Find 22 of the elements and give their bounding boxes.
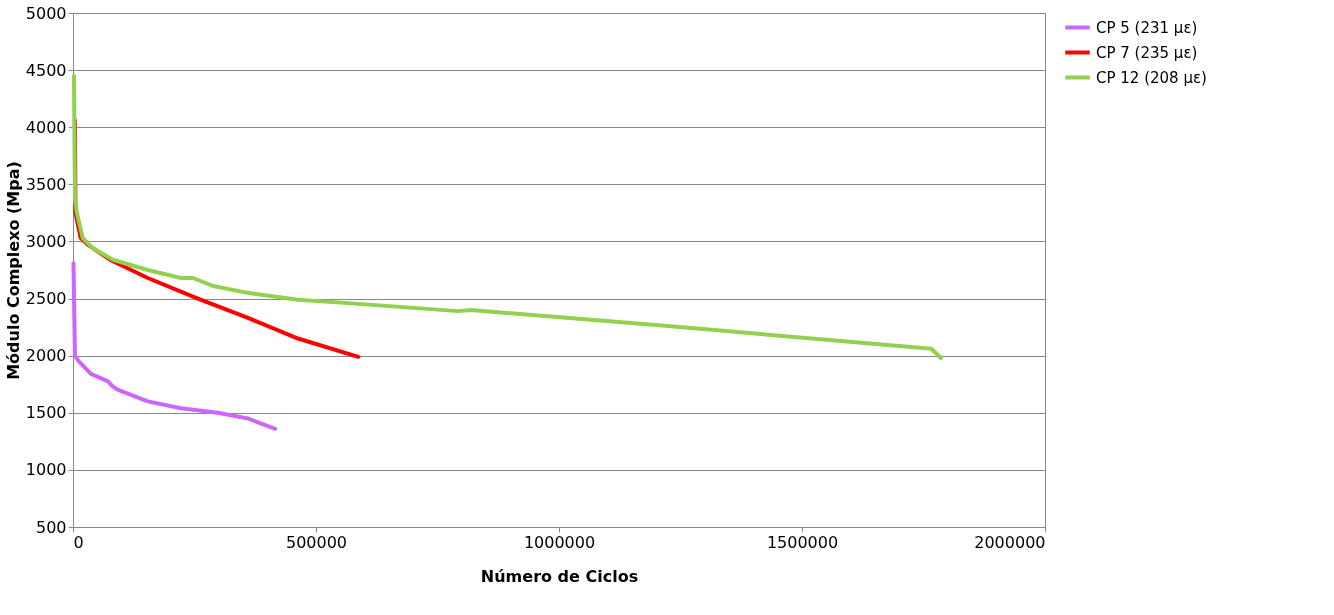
x-axis-title: Número de Ciclos <box>480 566 639 586</box>
y-tick-label: 500 <box>35 517 67 537</box>
x-tick-label: 0 <box>73 532 84 552</box>
y-axis-title: Módulo Complexo (Mpa) <box>3 161 23 380</box>
x-tick-label: 1500000 <box>766 532 839 552</box>
legend-label: CP 12 (208 µε) <box>1096 68 1207 87</box>
y-tick-label: 5000 <box>25 3 67 23</box>
y-tick-label: 3500 <box>25 174 67 194</box>
y-tick-label: 4000 <box>25 117 67 137</box>
y-tick-label: 1500 <box>25 403 67 423</box>
y-tick-label: 2000 <box>25 346 67 366</box>
x-tick-label: 1000000 <box>523 532 596 552</box>
y-tick-label: 2500 <box>25 289 67 309</box>
y-tick-label: 4500 <box>25 60 67 80</box>
legend-label: CP 7 (235 µε) <box>1096 43 1198 62</box>
x-tick-label: 500000 <box>285 532 348 552</box>
line-series <box>71 261 278 431</box>
y-tick-label: 1000 <box>25 460 67 480</box>
x-tick-label: 2000000 <box>974 532 1046 552</box>
legend-label: CP 5 (231 µε) <box>1096 18 1198 37</box>
y-tick-label: 3000 <box>25 231 67 251</box>
line-series <box>71 73 943 360</box>
